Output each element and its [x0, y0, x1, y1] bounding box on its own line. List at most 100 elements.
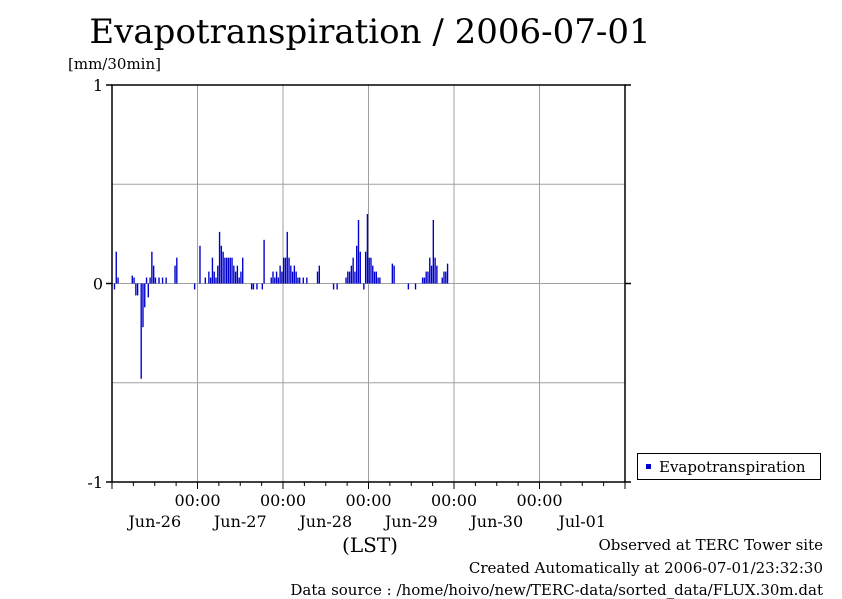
evapotranspiration-bar: [446, 263, 449, 284]
evapotranspiration-bar: [357, 219, 360, 284]
evapotranspiration-bar: [370, 257, 372, 284]
evapotranspiration-bar: [391, 263, 394, 284]
evapotranspiration-bar: [423, 277, 426, 284]
evapotranspiration-bar: [213, 271, 215, 284]
y-tick-label: 1: [93, 76, 103, 95]
evapotranspiration-bar: [208, 271, 210, 284]
evapotranspiration-bar: [279, 265, 281, 284]
evapotranspiration-bar: [234, 271, 237, 284]
evapotranspiration-bar: [242, 257, 244, 284]
evapotranspiration-bar: [284, 257, 287, 284]
x-tick-date-label: Jun-29: [383, 512, 438, 531]
evapotranspiration-bar: [272, 271, 274, 284]
y-axis-unit-label: [mm/30min]: [68, 55, 161, 73]
evapotranspiration-bar: [136, 283, 139, 296]
evapotranspiration-bar: [161, 277, 164, 284]
evapotranspiration-bar: [145, 277, 148, 284]
evapotranspiration-bar: [302, 277, 304, 284]
evapotranspiration-bar: [281, 271, 283, 284]
evapotranspiration-bar: [115, 251, 117, 284]
evapotranspiration-bar: [318, 265, 321, 284]
y-tick-label: 0: [93, 275, 103, 294]
evapotranspiration-bar: [240, 271, 242, 284]
evapotranspiration-bar: [350, 265, 353, 284]
evapotranspiration-bar: [174, 265, 176, 284]
evapotranspiration-bar: [306, 277, 308, 284]
x-tick-time-label: 00:00: [260, 491, 306, 510]
evapotranspiration-bar: [229, 257, 231, 284]
legend-label: Evapotranspiration: [659, 457, 806, 476]
evapotranspiration-bar: [347, 271, 349, 284]
evapotranspiration-bar: [364, 251, 367, 284]
evapotranspiration-bar: [227, 257, 230, 284]
evapotranspiration-bar: [217, 265, 219, 284]
evapotranspiration-bar: [427, 271, 429, 284]
legend: Evapotranspiration: [637, 453, 821, 480]
evapotranspiration-bar: [293, 265, 296, 284]
x-tick-date-label: Jun-26: [126, 512, 181, 531]
chart-title: Evapotranspiration / 2006-07-01: [89, 12, 651, 52]
evapotranspiration-bar: [147, 283, 150, 298]
evapotranspiration-bar: [209, 277, 212, 284]
evapotranspiration-bar: [113, 283, 116, 290]
x-tick-time-label: 00:00: [174, 491, 220, 510]
evapotranspiration-bar: [224, 257, 226, 284]
evapotranspiration-bar: [204, 277, 207, 284]
evapotranspiration-bar: [336, 283, 338, 290]
evapotranspiration-bar: [407, 283, 410, 290]
x-tick-time-label: 00:00: [345, 491, 391, 510]
evapotranspiration-bar: [443, 271, 445, 284]
evapotranspiration-bar: [414, 283, 417, 290]
evapotranspiration-bar: [215, 277, 217, 284]
evapotranspiration-bar: [256, 283, 258, 290]
evapotranspiration-bar: [375, 271, 378, 284]
evapotranspiration-bar: [421, 277, 424, 284]
x-tick-date-label: Jun-27: [212, 512, 267, 531]
evapotranspiration-bar: [368, 257, 370, 284]
evapotranspiration-bar: [425, 271, 427, 284]
observed-note: Observed at TERC Tower site: [598, 536, 823, 554]
bar-series: [113, 214, 449, 379]
evapotranspiration-bar: [222, 251, 224, 284]
evapotranspiration-bar: [445, 271, 447, 284]
evapotranspiration-bar: [154, 277, 157, 284]
x-tick-time-label: 00:00: [431, 491, 477, 510]
evapotranspiration-bar: [366, 214, 369, 284]
axis-ticks: -1 0 1 00:00 Jun-26 00:00 Jun-27 00:00 Jun-28 00:…: [87, 76, 631, 531]
evapotranspiration-bar: [291, 271, 294, 284]
data-source-note: Data source : /home/hoivo/new/TERC-data/…: [290, 581, 823, 599]
evapotranspiration-bar: [250, 283, 253, 290]
evapotranspiration-bar: [149, 277, 151, 284]
evapotranspiration-bar: [436, 265, 438, 284]
evapotranspiration-bar: [176, 257, 178, 284]
evapotranspiration-bar: [117, 277, 119, 284]
evapotranspiration-bar: [283, 257, 285, 284]
evapotranspiration-bar: [226, 257, 228, 284]
evapotranspiration-bar: [429, 257, 431, 284]
evapotranspiration-bar: [373, 271, 376, 284]
x-tick-date-label: Jun-28: [297, 512, 352, 531]
evapotranspiration-bar: [299, 277, 301, 284]
x-tick-date-label: Jun-30: [468, 512, 523, 531]
evapotranspiration-bar: [345, 277, 347, 284]
evapotranspiration-bar: [434, 257, 436, 284]
evapotranspiration-bar: [359, 251, 361, 284]
evapotranspiration-bar: [263, 239, 265, 284]
evapotranspiration-bar: [286, 231, 288, 284]
evapotranspiration-bar: [277, 277, 280, 284]
evapotranspiration-bar: [165, 277, 167, 284]
evapotranspiration-bar: [297, 277, 299, 284]
evapotranspiration-bar: [275, 271, 278, 284]
evapotranspiration-bar: [430, 265, 433, 284]
evapotranspiration-bar: [211, 257, 214, 284]
evapotranspiration-bar: [133, 277, 135, 284]
evapotranspiration-bar: [131, 275, 133, 284]
legend-swatch: [646, 464, 651, 469]
evapotranspiration-bar: [372, 265, 374, 284]
evapotranspiration-bar: [135, 283, 137, 296]
evapotranspiration-bar: [220, 245, 223, 284]
evapotranspiration-bar: [290, 265, 292, 284]
evapotranspiration-bar: [252, 283, 255, 290]
evapotranspiration-bar: [432, 219, 435, 284]
